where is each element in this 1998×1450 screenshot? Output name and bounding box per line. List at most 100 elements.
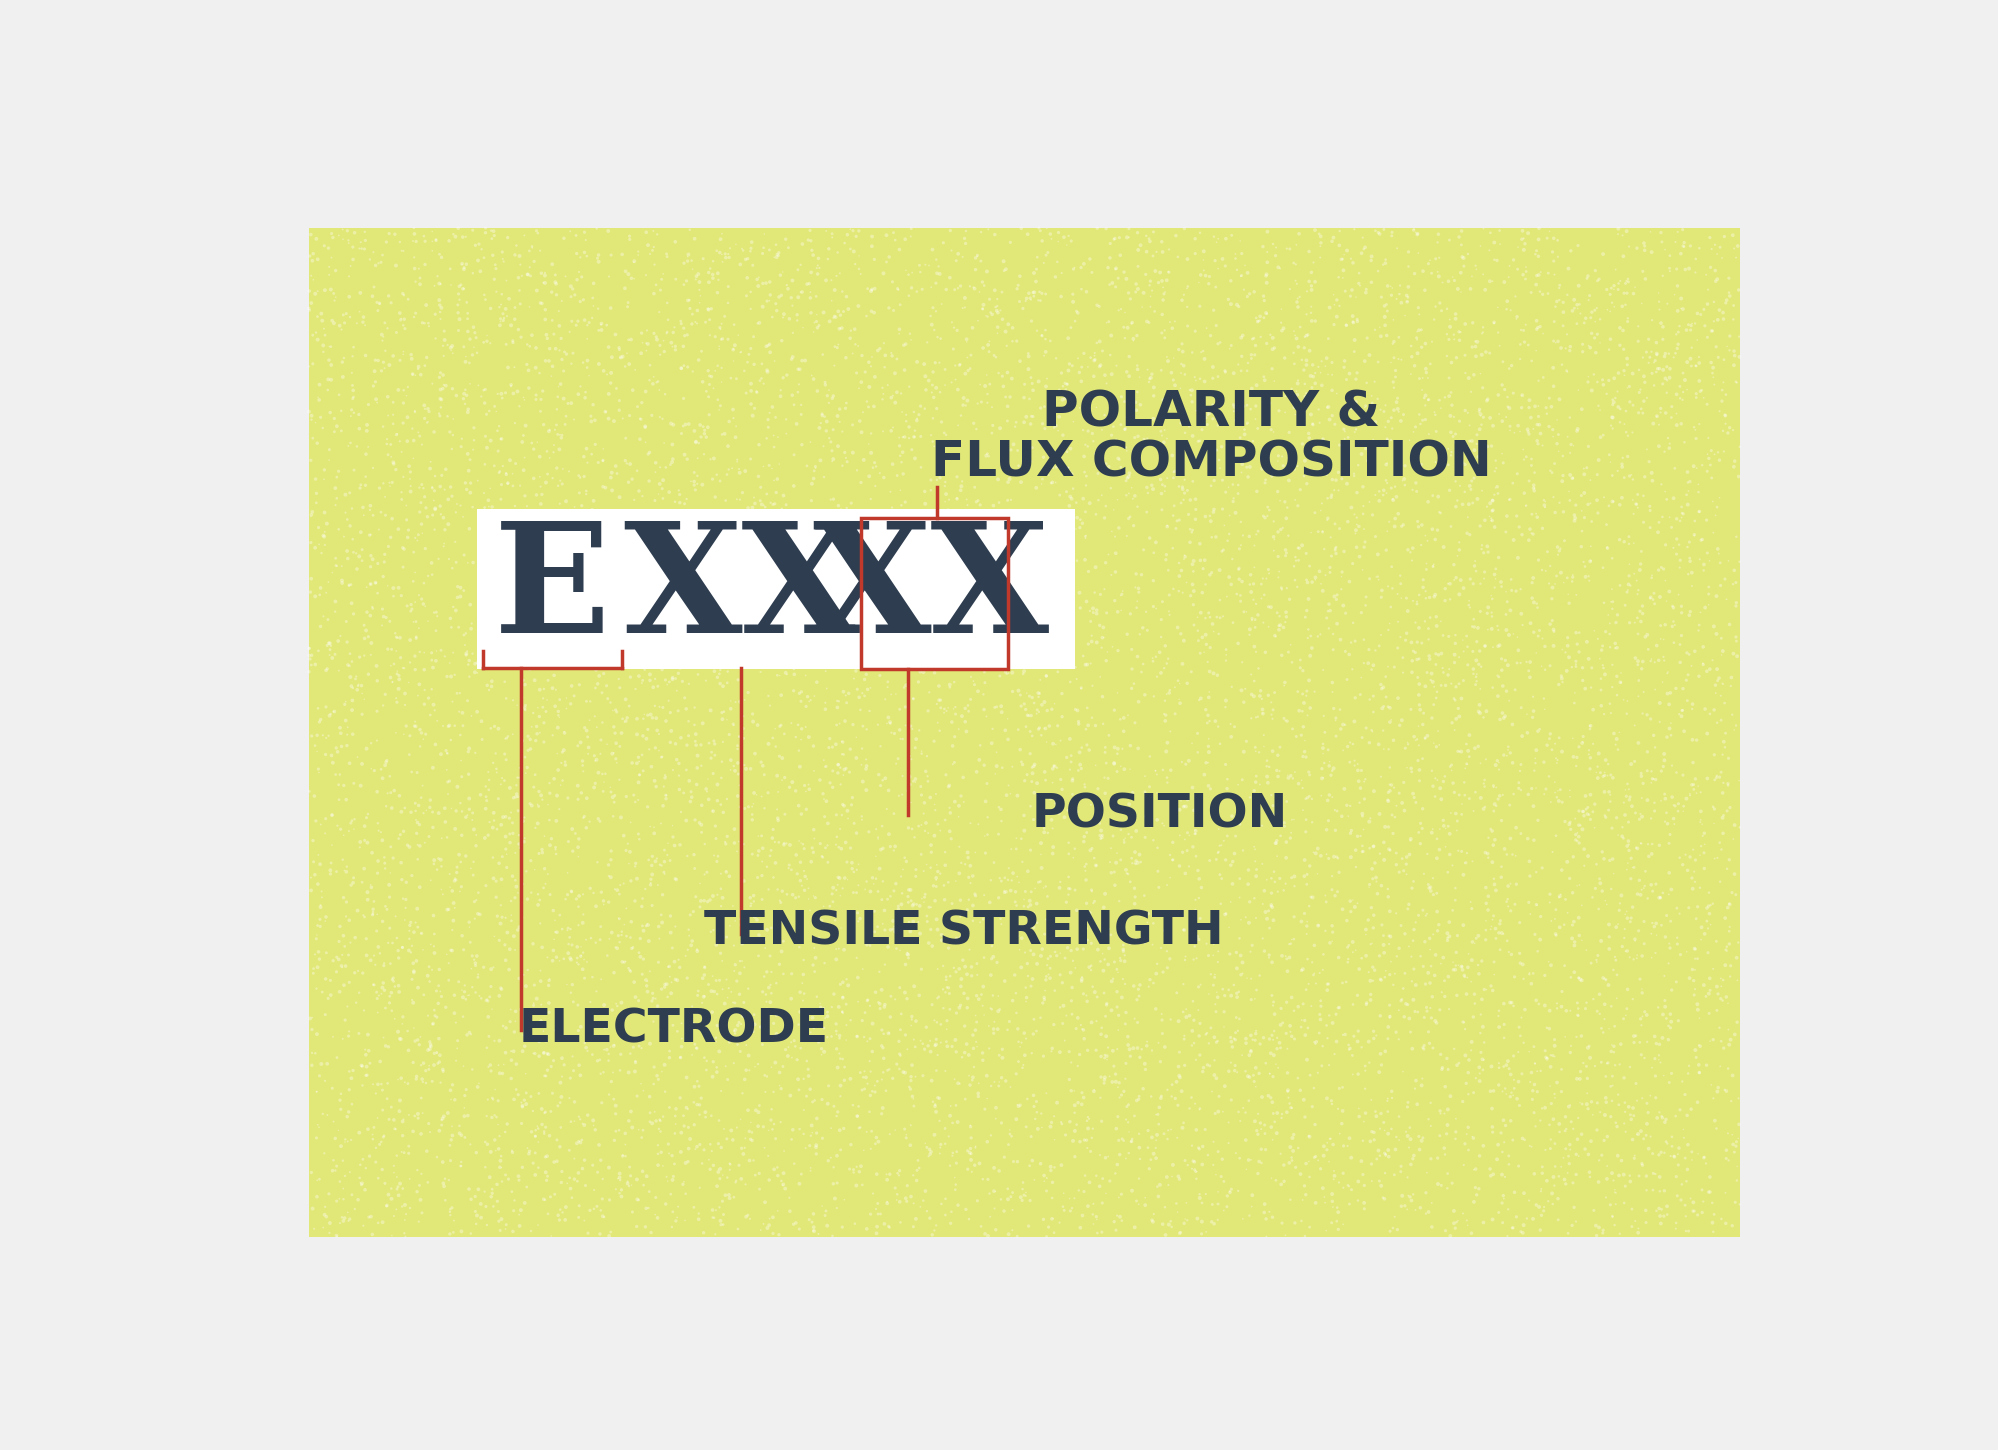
Point <box>1113 364 1145 387</box>
Point <box>294 297 326 320</box>
Point <box>657 532 689 555</box>
Point <box>501 561 533 584</box>
Point <box>336 689 368 712</box>
Point <box>1073 599 1105 622</box>
Point <box>1115 312 1147 335</box>
Point <box>853 699 885 722</box>
Point <box>436 335 468 358</box>
Point <box>639 1109 671 1132</box>
Point <box>1568 481 1600 505</box>
Point <box>1143 1112 1175 1135</box>
Point <box>749 496 781 519</box>
Point <box>1413 586 1445 609</box>
Point <box>705 371 737 394</box>
Point <box>1359 1101 1391 1124</box>
Point <box>388 887 420 911</box>
Point <box>452 400 484 423</box>
Point <box>334 970 366 993</box>
Point <box>581 761 613 784</box>
Point <box>1397 918 1429 941</box>
Point <box>302 956 334 979</box>
Point <box>1225 651 1257 674</box>
Point <box>797 760 829 783</box>
Point <box>1265 1014 1297 1037</box>
Point <box>1594 995 1626 1018</box>
Point <box>961 1011 993 1034</box>
Point <box>1169 945 1201 969</box>
Point <box>302 639 334 663</box>
Point <box>751 1217 783 1240</box>
Point <box>509 1092 541 1115</box>
Point <box>1265 312 1297 335</box>
Point <box>1493 419 1524 442</box>
Point <box>1007 1053 1039 1076</box>
Point <box>549 405 581 428</box>
Point <box>1091 1035 1123 1058</box>
Point <box>513 1140 545 1163</box>
Point <box>1654 754 1686 777</box>
Point <box>1145 937 1177 960</box>
Point <box>312 987 344 1011</box>
Point <box>653 954 685 977</box>
Point <box>1524 654 1556 677</box>
Point <box>294 448 326 471</box>
Point <box>539 273 571 296</box>
Point <box>533 834 565 857</box>
Point <box>1101 354 1133 377</box>
Point <box>847 1025 879 1048</box>
Point <box>1608 400 1640 423</box>
Point <box>1614 574 1646 597</box>
Point <box>1542 277 1574 300</box>
Point <box>509 596 541 619</box>
Point <box>352 880 384 903</box>
Point <box>1011 515 1043 538</box>
Point <box>813 726 845 750</box>
Point <box>1197 661 1229 684</box>
Point <box>368 972 400 995</box>
Point <box>470 216 501 239</box>
Point <box>1377 489 1409 512</box>
Point <box>1011 358 1043 381</box>
Point <box>374 434 406 457</box>
Point <box>1029 319 1061 342</box>
Point <box>1419 642 1451 666</box>
Point <box>362 1167 394 1190</box>
Point <box>414 703 446 726</box>
Point <box>1413 972 1445 995</box>
Point <box>1271 605 1303 628</box>
Point <box>815 735 847 758</box>
Point <box>1445 568 1477 592</box>
Point <box>1419 652 1451 676</box>
Point <box>1512 1070 1544 1093</box>
Point <box>511 738 543 761</box>
Point <box>400 950 432 973</box>
Point <box>1239 534 1271 557</box>
Point <box>1437 687 1469 710</box>
Point <box>1141 666 1173 689</box>
Point <box>575 442 607 465</box>
Point <box>1602 396 1634 419</box>
Point <box>434 606 466 629</box>
Point <box>1051 745 1083 769</box>
Point <box>1682 500 1714 523</box>
Point <box>523 476 555 499</box>
Point <box>1445 956 1477 979</box>
Point <box>549 557 581 580</box>
Point <box>701 909 733 932</box>
Point <box>1491 654 1522 677</box>
Point <box>1678 261 1710 284</box>
Point <box>573 571 605 594</box>
Point <box>1572 564 1604 587</box>
Point <box>509 693 541 716</box>
Point <box>1141 782 1173 805</box>
Point <box>1495 942 1526 966</box>
Text: FLUX COMPOSITION: FLUX COMPOSITION <box>931 439 1491 487</box>
Point <box>380 927 412 950</box>
Point <box>1187 239 1219 262</box>
Point <box>1383 455 1415 479</box>
Point <box>587 663 619 686</box>
Point <box>901 931 933 954</box>
Point <box>1199 276 1231 299</box>
Point <box>1327 244 1359 267</box>
Point <box>575 966 607 989</box>
